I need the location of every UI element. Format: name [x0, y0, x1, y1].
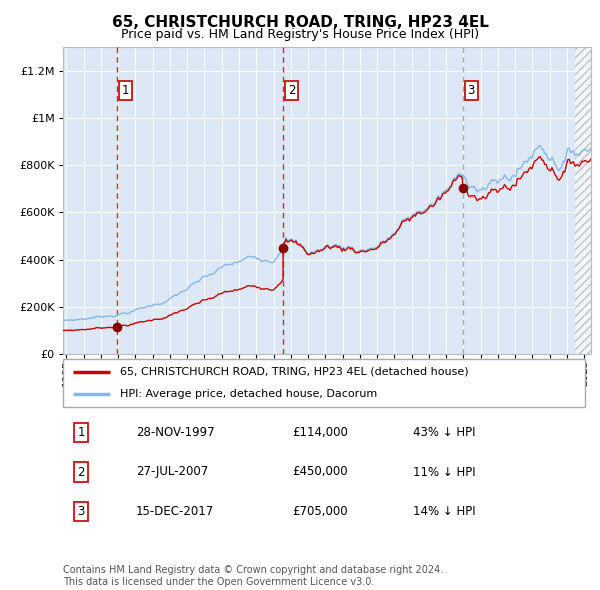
Text: 11% ↓ HPI: 11% ↓ HPI — [413, 466, 475, 478]
Text: 2: 2 — [77, 466, 85, 478]
Text: 2: 2 — [288, 84, 295, 97]
Polygon shape — [575, 47, 591, 354]
Text: 65, CHRISTCHURCH ROAD, TRING, HP23 4EL (detached house): 65, CHRISTCHURCH ROAD, TRING, HP23 4EL (… — [121, 367, 469, 377]
Text: 65, CHRISTCHURCH ROAD, TRING, HP23 4EL: 65, CHRISTCHURCH ROAD, TRING, HP23 4EL — [112, 15, 488, 30]
Text: £114,000: £114,000 — [293, 426, 349, 439]
FancyBboxPatch shape — [63, 359, 585, 407]
Text: £705,000: £705,000 — [293, 505, 349, 518]
Text: 14% ↓ HPI: 14% ↓ HPI — [413, 505, 475, 518]
Text: Contains HM Land Registry data © Crown copyright and database right 2024.
This d: Contains HM Land Registry data © Crown c… — [63, 565, 443, 587]
Text: 1: 1 — [121, 84, 129, 97]
Text: 27-JUL-2007: 27-JUL-2007 — [136, 466, 208, 478]
Text: 43% ↓ HPI: 43% ↓ HPI — [413, 426, 475, 439]
Text: 28-NOV-1997: 28-NOV-1997 — [136, 426, 215, 439]
Text: Price paid vs. HM Land Registry's House Price Index (HPI): Price paid vs. HM Land Registry's House … — [121, 28, 479, 41]
Text: 3: 3 — [467, 84, 475, 97]
Text: £450,000: £450,000 — [293, 466, 349, 478]
Text: 3: 3 — [77, 505, 85, 518]
Text: 1: 1 — [77, 426, 85, 439]
Text: 15-DEC-2017: 15-DEC-2017 — [136, 505, 214, 518]
Text: HPI: Average price, detached house, Dacorum: HPI: Average price, detached house, Daco… — [121, 389, 377, 399]
